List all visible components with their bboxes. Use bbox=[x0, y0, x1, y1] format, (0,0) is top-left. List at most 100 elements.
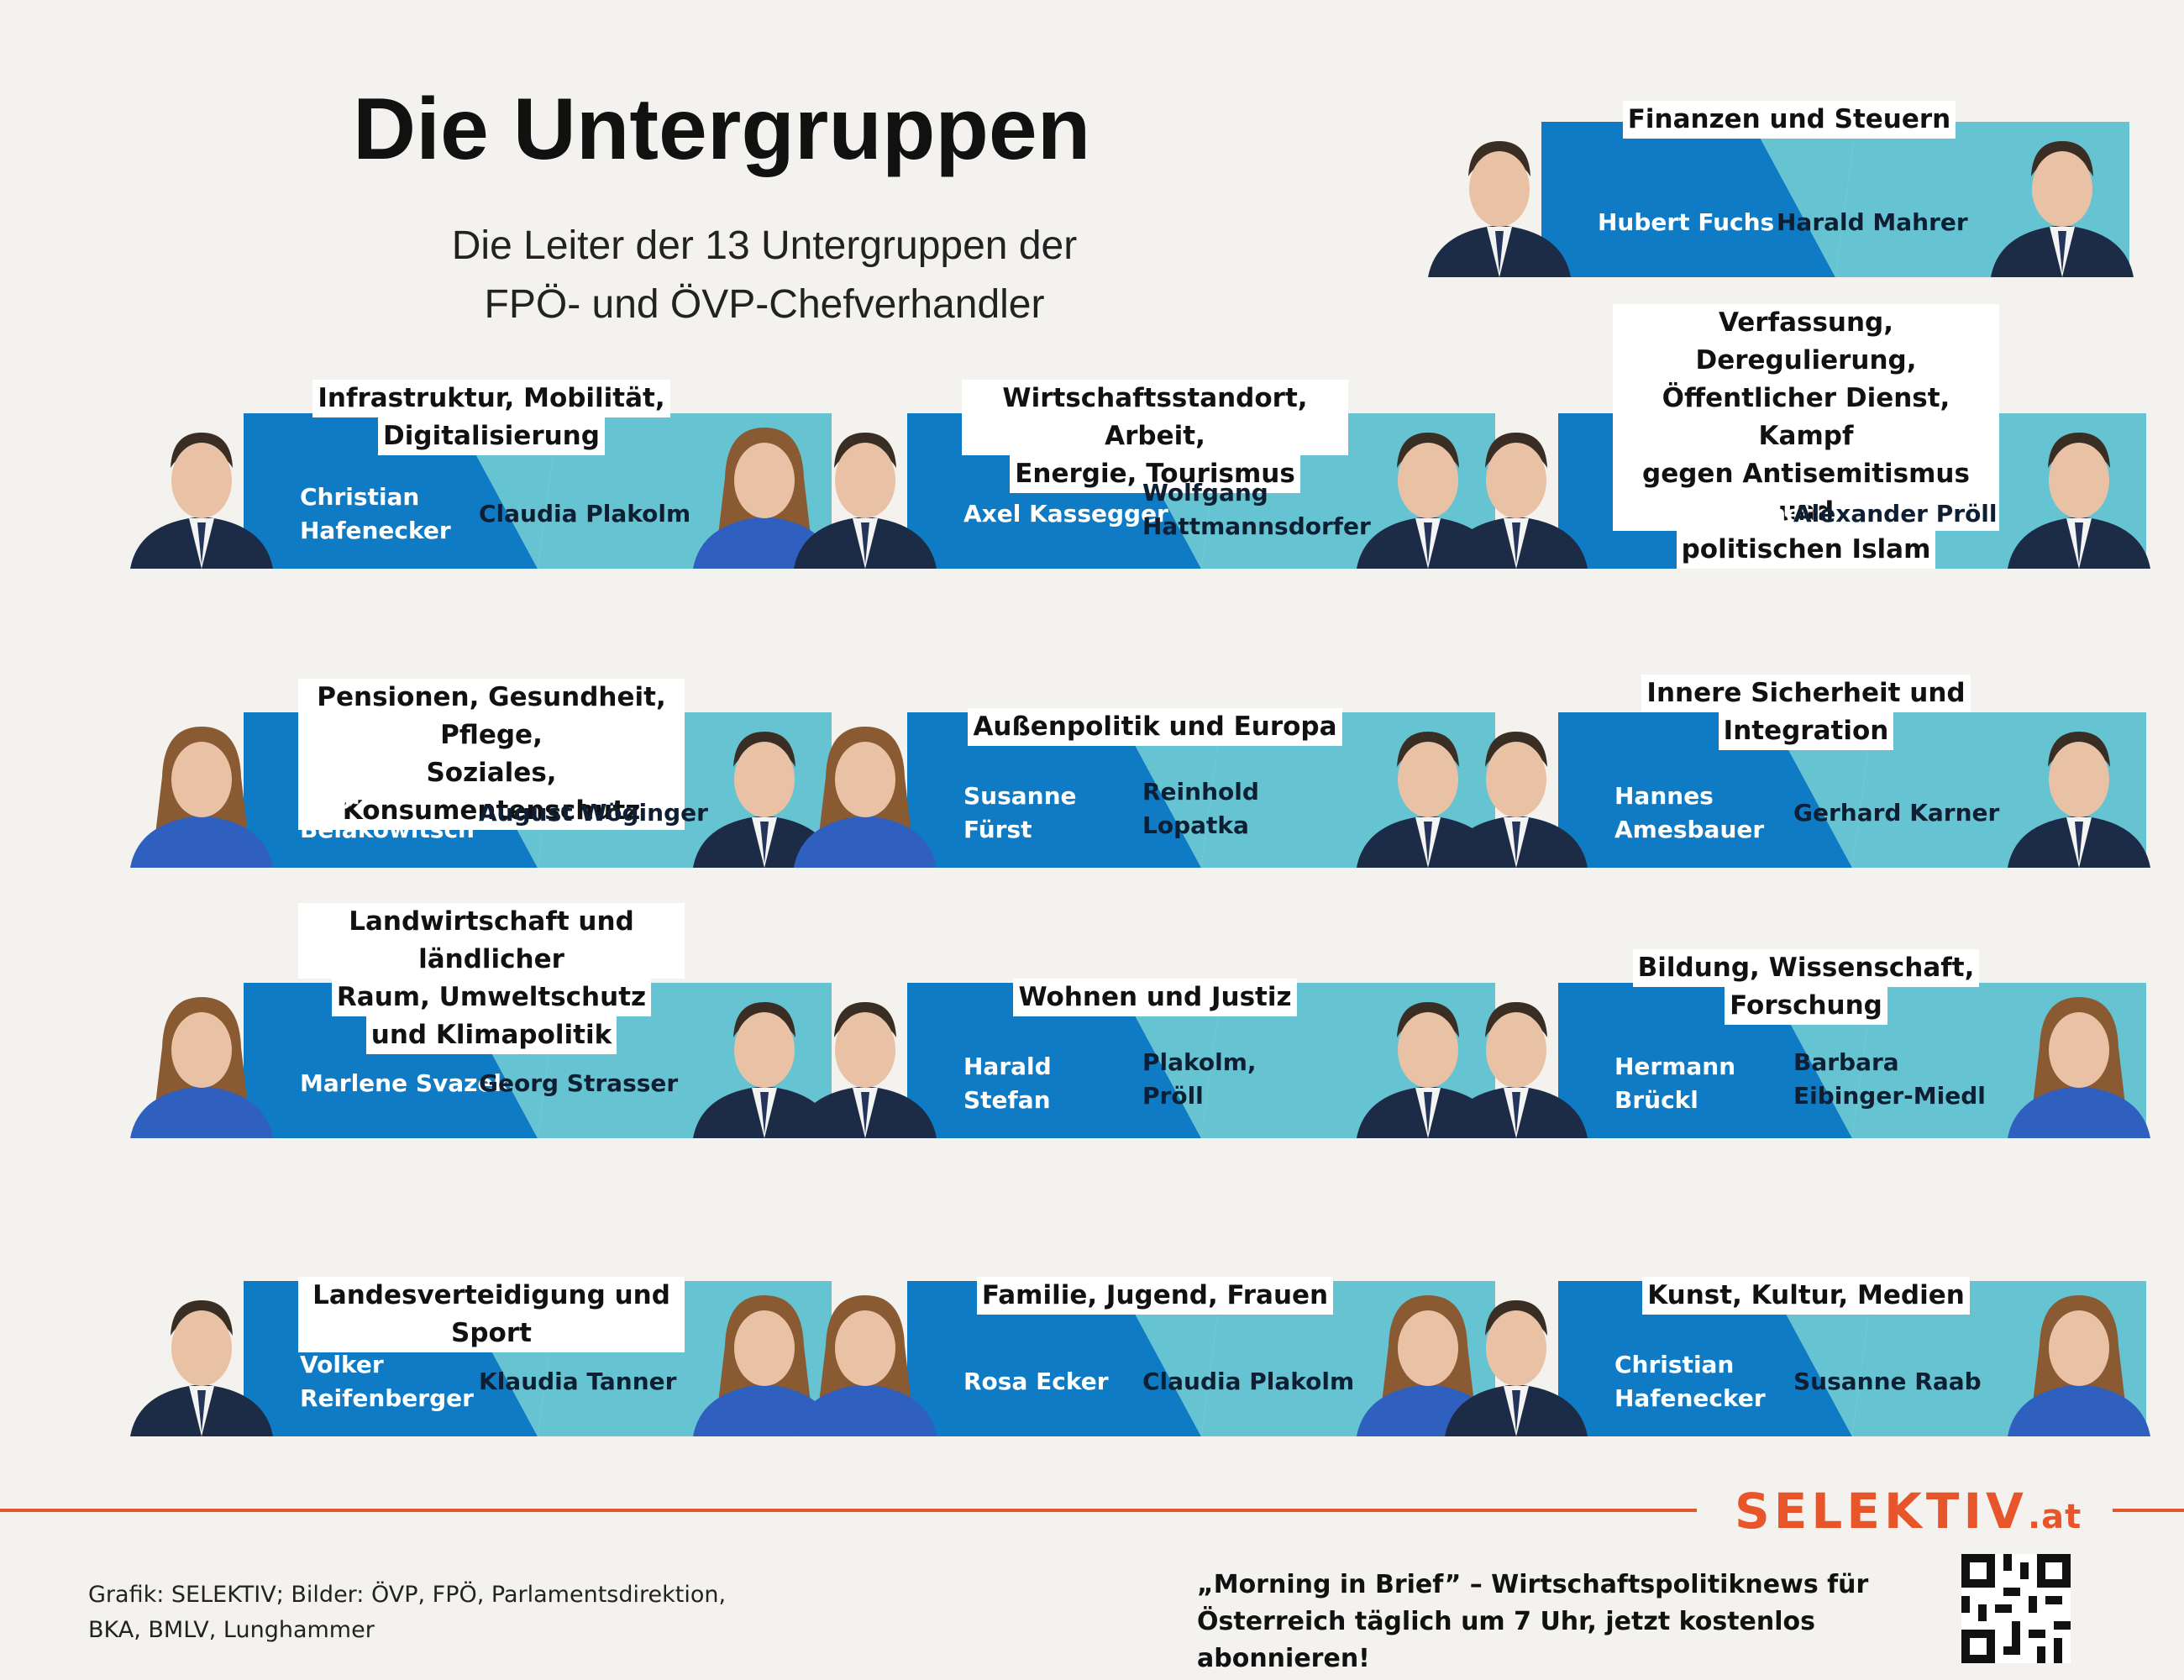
person-photo bbox=[130, 727, 273, 868]
fpo-leader-photo bbox=[785, 708, 945, 868]
subgroup-card: Außenpolitik und Europa Susanne Fürst Rein… bbox=[785, 591, 1525, 868]
fpo-band bbox=[907, 983, 1201, 1138]
person-photo bbox=[794, 1002, 937, 1138]
fpo-leader-name: Harald Stefan bbox=[963, 1053, 1052, 1114]
footer-divider-right bbox=[2113, 1509, 2184, 1512]
ovp-leader-photo bbox=[685, 409, 844, 569]
fpo-leader-name: Hermann Brückl bbox=[1614, 1053, 1736, 1114]
subgroup-card: Finanzen und Steuern Hubert Fuchs Harald M… bbox=[1420, 0, 2159, 277]
ovp-leader-photo bbox=[1982, 118, 2142, 277]
ovp-leader-name: Alexander Pröll bbox=[1793, 500, 1998, 528]
subgroup-topic: Wirtschaftsstandort, Arbeit, Energie, Tou… bbox=[962, 380, 1348, 493]
fpo-leader-photo bbox=[122, 979, 281, 1138]
fpo-leader-name: Christian Hafenecker bbox=[300, 483, 451, 544]
footer-divider-left bbox=[0, 1509, 1697, 1512]
fpo-leader-photo bbox=[122, 708, 281, 868]
fpo-band bbox=[907, 712, 1201, 868]
subgroup-topic: Kunst, Kultur, Medien bbox=[1613, 1277, 1999, 1315]
subgroup-topic: Außenpolitik und Europa bbox=[962, 708, 1348, 746]
person-photo bbox=[2008, 997, 2150, 1138]
fpo-band bbox=[907, 1281, 1201, 1436]
ovp-leader-name: Wolfgang Hattmannsdorfer bbox=[1142, 479, 1371, 540]
person-photo bbox=[794, 727, 937, 868]
person-photo bbox=[2008, 433, 2150, 569]
ovp-leader-name: Reinhold Lopatka bbox=[1142, 778, 1259, 839]
person-photo bbox=[2008, 1295, 2150, 1436]
ovp-leader-name: Georg Strasser bbox=[479, 1069, 679, 1097]
person-photo bbox=[2008, 732, 2150, 868]
ovp-leader-photo bbox=[1348, 979, 1508, 1138]
ovp-leader-name: Harald Mahrer bbox=[1777, 208, 1968, 236]
person-photo bbox=[1445, 433, 1588, 569]
ovp-leader-photo bbox=[1999, 409, 2159, 569]
ovp-leader-name: Claudia Plakolm bbox=[1142, 1368, 1355, 1395]
person-photo bbox=[794, 1295, 937, 1436]
page-subtitle: Die Leiter der 13 Untergruppen der FPÖ- … bbox=[451, 223, 1078, 327]
newsletter-promo[interactable]: „Morning in Brief” – Wirtschaftspolitikn… bbox=[1197, 1570, 1869, 1673]
fpo-leader-photo bbox=[122, 1277, 281, 1436]
subgroup-card: Pensionen, Gesundheit, Pflege, Soziales, … bbox=[122, 591, 861, 868]
fpo-leader-name: Axel Kassegger bbox=[963, 500, 1168, 528]
person-photo bbox=[693, 428, 836, 569]
subgroup-topic: Bildung, Wissenschaft, Forschung bbox=[1613, 949, 1999, 1025]
fpo-leader-name: Rosa Ecker bbox=[963, 1368, 1109, 1395]
fpo-leader-name: Hannes Amesbauer bbox=[1614, 782, 1765, 843]
subgroup-topic: Infrastruktur, Mobilität, Digitalisierung bbox=[298, 380, 685, 455]
person-photo bbox=[130, 1300, 273, 1436]
subgroup-card: Verfassung, Deregulierung, Öffentlicher D… bbox=[1436, 291, 2176, 569]
fpo-leader-name: Christian Hafenecker bbox=[1614, 1351, 1766, 1412]
fpo-leader-photo bbox=[1436, 979, 1596, 1138]
subgroup-card: Wohnen und Justiz Harald Stefan Plakolm, P… bbox=[785, 861, 1525, 1138]
page-title: Die Untergruppen bbox=[353, 81, 1091, 178]
ovp-leader-name: August Wöginger bbox=[479, 799, 708, 827]
ovp-leader-name: Susanne Raab bbox=[1793, 1368, 1982, 1395]
fpo-leader-name: Norbert Nemeth bbox=[1614, 500, 1830, 528]
subgroup-card: Wirtschaftsstandort, Arbeit, Energie, Tou… bbox=[785, 291, 1525, 569]
person-photo bbox=[693, 1295, 836, 1436]
ovp-leader-photo bbox=[1999, 1277, 2159, 1436]
ovp-leader-photo bbox=[1348, 1277, 1508, 1436]
subgroup-card: Familie, Jugend, Frauen Rosa Ecker Claudia… bbox=[785, 1159, 1525, 1436]
ovp-leader-name: Gerhard Karner bbox=[1793, 799, 2000, 827]
fpo-leader-photo bbox=[785, 1277, 945, 1436]
ovp-leader-name: Plakolm, Pröll bbox=[1142, 1048, 1257, 1110]
brand-logo[interactable]: SELEKTIV.at bbox=[1735, 1483, 2082, 1540]
person-photo bbox=[130, 997, 273, 1138]
ovp-leader-name: Barbara Eibinger-Miedl bbox=[1793, 1048, 1986, 1110]
ovp-leader-photo bbox=[1999, 708, 2159, 868]
person-photo bbox=[794, 433, 937, 569]
fpo-leader-photo bbox=[1420, 118, 1579, 277]
person-photo bbox=[1428, 141, 1571, 277]
subgroup-card: Innere Sicherheit und Integration Hannes A… bbox=[1436, 591, 2176, 868]
fpo-leader-name: Volker Reifenberger bbox=[300, 1351, 474, 1412]
person-photo bbox=[1445, 1002, 1588, 1138]
image-credits: Grafik: SELEKTIV; Bilder: ÖVP, FPÖ, Parl… bbox=[88, 1582, 727, 1643]
fpo-leader-photo bbox=[785, 979, 945, 1138]
subgroup-card: Bildung, Wissenschaft, Forschung Hermann B… bbox=[1436, 861, 2176, 1138]
subgroup-topic: Verfassung, Deregulierung, Öffentlicher D… bbox=[1613, 304, 1999, 569]
fpo-leader-photo bbox=[122, 409, 281, 569]
fpo-leader-name: Hubert Fuchs bbox=[1598, 208, 1775, 236]
fpo-band bbox=[1558, 712, 1852, 868]
qr-code-icon[interactable] bbox=[1961, 1554, 2071, 1663]
fpo-leader-photo bbox=[1436, 409, 1596, 569]
ovp-leader-name: Klaudia Tanner bbox=[479, 1368, 677, 1395]
subgroup-topic: Familie, Jugend, Frauen bbox=[962, 1277, 1348, 1315]
fpo-band bbox=[1558, 1281, 1852, 1436]
subgroup-topic: Innere Sicherheit und Integration bbox=[1613, 675, 1999, 750]
subgroup-card: Infrastruktur, Mobilität, Digitalisierung… bbox=[122, 291, 861, 569]
fpo-band bbox=[1541, 122, 1835, 277]
fpo-leader-name: Marlene Svazek bbox=[300, 1069, 510, 1097]
subgroup-card: Kunst, Kultur, Medien Christian Hafenecke… bbox=[1436, 1159, 2176, 1436]
subgroup-topic: Landwirtschaft und ländlicher Raum, Umwel… bbox=[298, 903, 685, 1054]
subgroup-card: Landwirtschaft und ländlicher Raum, Umwel… bbox=[122, 861, 861, 1138]
fpo-leader-photo bbox=[1436, 708, 1596, 868]
person-photo bbox=[1357, 1295, 1499, 1436]
fpo-leader-photo bbox=[1436, 1277, 1596, 1436]
fpo-leader-name: Susanne Fürst bbox=[963, 782, 1077, 843]
person-photo bbox=[1991, 141, 2134, 277]
person-photo bbox=[1445, 732, 1588, 868]
ovp-leader-name: Claudia Plakolm bbox=[479, 500, 691, 528]
ovp-leader-photo bbox=[685, 1277, 844, 1436]
ovp-leader-photo bbox=[1999, 979, 2159, 1138]
